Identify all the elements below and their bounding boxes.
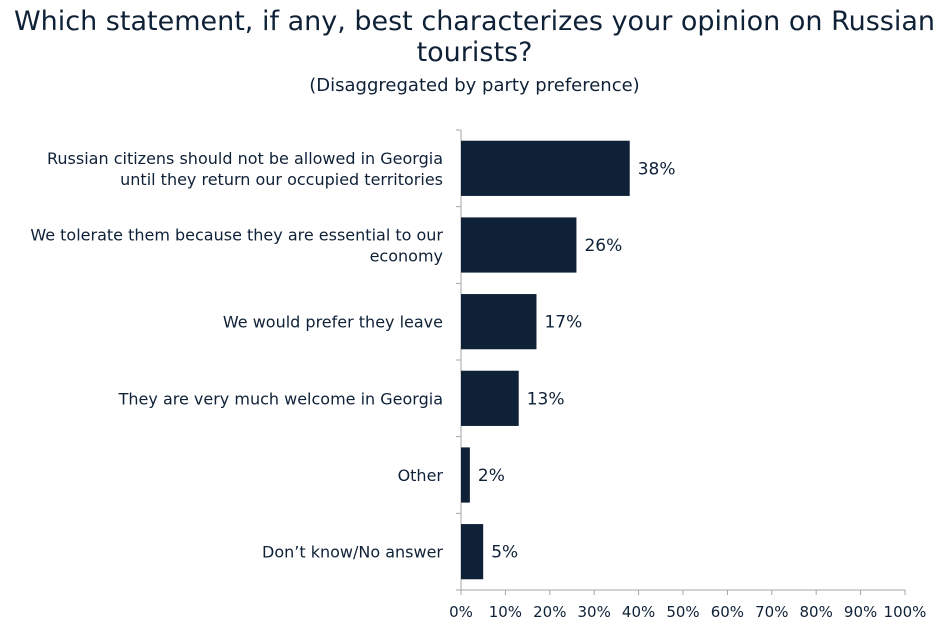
category-label: Russian citizens should not be allowed i… bbox=[47, 149, 443, 189]
category-label: Don’t know/No answer bbox=[262, 543, 443, 562]
bar bbox=[461, 294, 537, 350]
x-tick-label: 70% bbox=[755, 603, 788, 621]
axes: 0% 10% 20% 30% 40% 50% 60% 70% 80% 90% 100% bbox=[449, 129, 927, 621]
value-label: 2% bbox=[478, 466, 505, 486]
bar bbox=[461, 447, 470, 503]
chart-title-line-2: tourists? bbox=[416, 37, 533, 68]
x-tick-label: 10% bbox=[489, 603, 522, 621]
value-label: 26% bbox=[584, 236, 622, 256]
chart-subtitle: (Disaggregated by party preference) bbox=[309, 75, 640, 96]
value-label: 17% bbox=[544, 313, 582, 333]
x-tick-label: 20% bbox=[533, 603, 566, 621]
labels: 38% Russian citizens should not be allowe… bbox=[30, 149, 675, 563]
x-tick-label: 60% bbox=[711, 603, 744, 621]
bars bbox=[461, 140, 630, 580]
x-tick-label: 0% bbox=[449, 603, 473, 621]
bar bbox=[461, 140, 630, 196]
category-label: Other bbox=[398, 466, 444, 485]
x-tick-label: 80% bbox=[800, 603, 833, 621]
x-tick-label: 90% bbox=[844, 603, 877, 621]
value-label: 5% bbox=[491, 543, 518, 563]
category-label: We would prefer they leave bbox=[223, 313, 443, 332]
chart-title: Which statement, if any, best characteri… bbox=[0, 6, 949, 68]
bar bbox=[461, 524, 484, 580]
x-tick-label: 50% bbox=[666, 603, 699, 621]
category-label-line: until they return our occupied territori… bbox=[120, 170, 443, 189]
value-label: 13% bbox=[527, 389, 565, 409]
category-label-line: We tolerate them because they are essent… bbox=[30, 226, 443, 245]
category-label-line: Russian citizens should not be allowed i… bbox=[47, 149, 443, 168]
category-label: They are very much welcome in Georgia bbox=[118, 389, 443, 408]
bar bbox=[461, 217, 577, 273]
value-label: 38% bbox=[638, 159, 676, 179]
bar bbox=[461, 370, 519, 426]
category-label-line: economy bbox=[370, 247, 443, 266]
x-tick-label: 100% bbox=[884, 603, 927, 621]
category-label-line: We would prefer they leave bbox=[223, 313, 443, 332]
chart-title-line-1: Which statement, if any, best characteri… bbox=[13, 6, 936, 37]
category-label-line: Other bbox=[398, 466, 444, 485]
category-label-line: They are very much welcome in Georgia bbox=[118, 389, 443, 408]
category-label-line: Don’t know/No answer bbox=[262, 543, 443, 562]
category-label: We tolerate them because they are essent… bbox=[30, 226, 443, 266]
x-tick-label: 40% bbox=[622, 603, 655, 621]
x-tick-label: 30% bbox=[578, 603, 611, 621]
